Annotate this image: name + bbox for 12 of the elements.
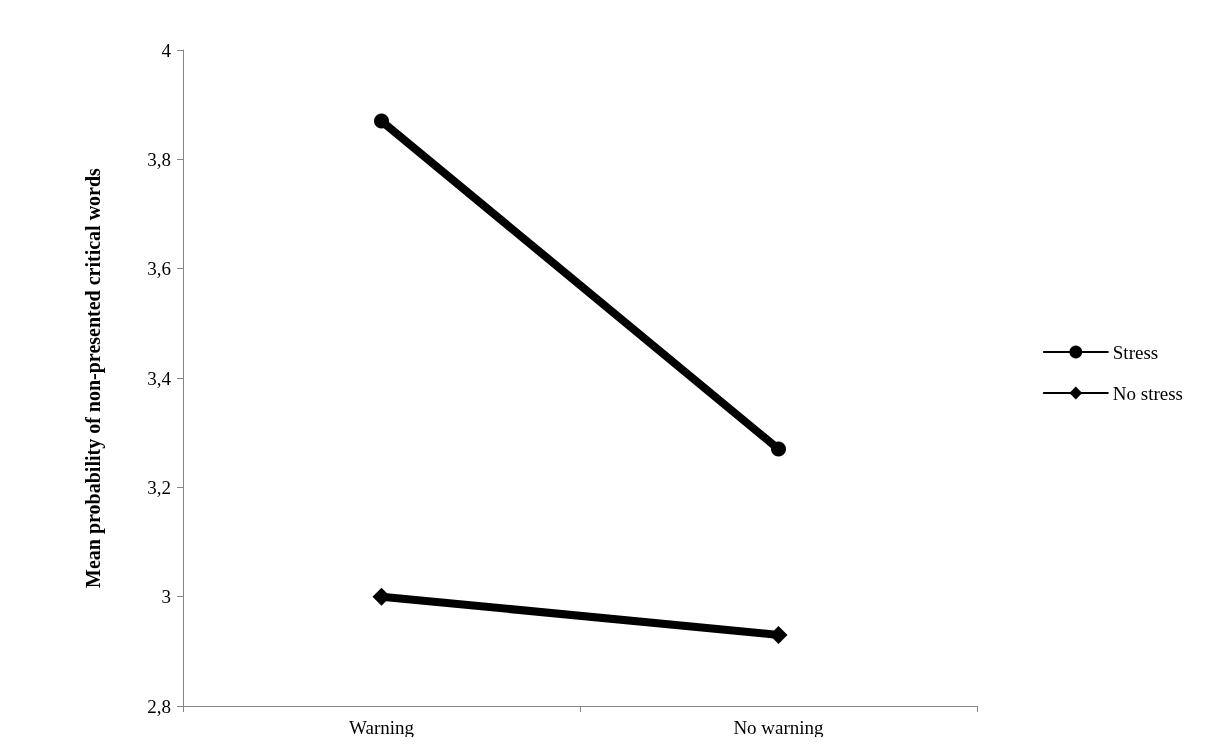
point — [374, 113, 389, 129]
y-tick-label: 3,2 — [147, 476, 171, 498]
point — [771, 441, 786, 457]
legend-label: No stress — [1112, 382, 1184, 404]
legend-label: Stress — [1112, 341, 1159, 363]
y-tick-label: 4 — [161, 39, 172, 61]
y-tick-label: 2,8 — [147, 695, 171, 717]
y-tick-label: 3,8 — [147, 148, 171, 170]
y-tick-label: 3,4 — [147, 367, 172, 389]
y-axis-title: Mean probability of non-presented critical words — [82, 167, 105, 588]
y-tick-label: 3,6 — [147, 258, 171, 280]
y-tick-label: 3 — [161, 586, 171, 608]
